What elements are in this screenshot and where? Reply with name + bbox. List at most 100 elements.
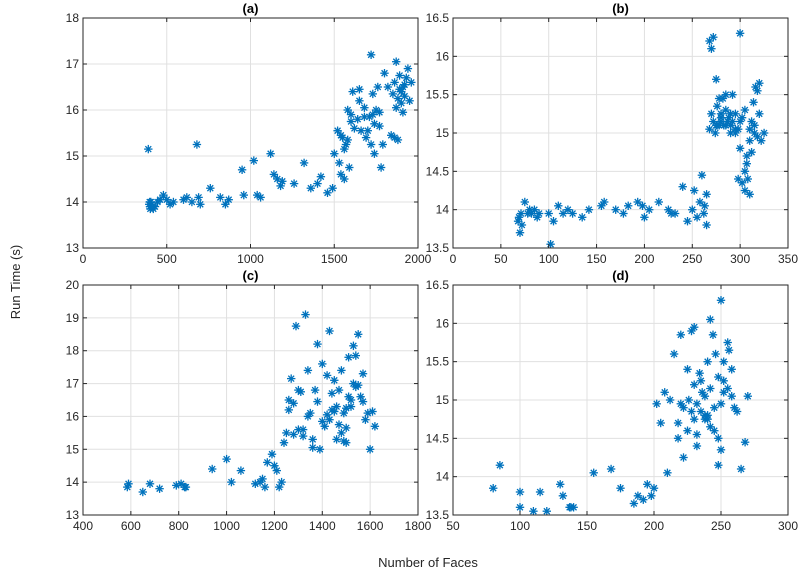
panel-c-data-point bbox=[337, 366, 346, 375]
panel-a-data-point bbox=[403, 64, 413, 73]
panel-d-data-point bbox=[714, 461, 723, 470]
panel-a-data-point bbox=[395, 85, 404, 94]
panel-d-data-point bbox=[706, 315, 715, 324]
panel-c-data-point bbox=[358, 369, 368, 378]
panel-a-data-point bbox=[380, 68, 389, 78]
panel-d-data-point bbox=[716, 399, 726, 408]
panel-c-data-point bbox=[310, 385, 320, 395]
panel-d-y-tick-label: 15.5 bbox=[426, 355, 450, 369]
panel-b-y-tick-label: 14.5 bbox=[426, 164, 450, 178]
panel-b-data-point bbox=[743, 174, 752, 184]
y-axis-label: Run Time (s) bbox=[8, 245, 23, 319]
panel-d-data-point bbox=[695, 369, 704, 378]
panel-a-data-point bbox=[239, 190, 249, 200]
panel-a-data-point bbox=[370, 149, 379, 158]
panel-b-x-tick-label: 50 bbox=[494, 252, 508, 266]
panel-d-data-point bbox=[673, 418, 683, 428]
panel-b-data-point bbox=[745, 124, 754, 134]
panel-c-y-tick-label: 20 bbox=[66, 278, 80, 292]
panel-b-data-point bbox=[624, 201, 633, 211]
panel-a-data-point bbox=[249, 156, 259, 165]
panel-c-data-point bbox=[342, 423, 351, 433]
panel-a-data-point bbox=[144, 144, 153, 154]
panel-b-data-point bbox=[742, 151, 751, 161]
panel-b-x-tick-label: 200 bbox=[634, 252, 654, 266]
panel-d-data-point bbox=[535, 487, 545, 497]
panel-c-data-point bbox=[339, 436, 348, 446]
panel-a-data-point bbox=[366, 140, 376, 149]
panel-d-data-point bbox=[629, 499, 639, 508]
panel-b-data-point bbox=[619, 209, 628, 218]
panel-d-data-point bbox=[647, 491, 656, 500]
panel-d-data-point bbox=[669, 349, 679, 359]
panel-b-data-point bbox=[568, 209, 577, 218]
panel-d-data-point bbox=[743, 392, 752, 401]
panel-b-y-tick-label: 16.5 bbox=[426, 11, 450, 25]
panel-b-x-tick-label: 250 bbox=[682, 252, 702, 266]
panel-b-data-point bbox=[705, 124, 714, 134]
panel-c-data-point bbox=[337, 428, 346, 438]
panel-c-data-point bbox=[207, 464, 217, 474]
panel-b-data-point bbox=[721, 105, 730, 115]
panel-d-data-point bbox=[692, 441, 702, 451]
panel-b-data-point bbox=[558, 209, 568, 218]
panel-c-data-point bbox=[298, 425, 308, 434]
panel-d-data-point bbox=[542, 507, 551, 516]
panel-a-data-point bbox=[335, 158, 344, 168]
panel-c-data-point bbox=[289, 430, 298, 439]
panel-c-data-point bbox=[354, 381, 363, 390]
panel-a-x-tick-label: 0 bbox=[80, 252, 87, 266]
panel-b-y-tick-label: 15.5 bbox=[426, 88, 450, 102]
panel-b-data-point bbox=[554, 201, 563, 211]
panel-b-data-point bbox=[759, 128, 769, 138]
panel-b-data-point bbox=[731, 128, 740, 138]
panel-d-data-point bbox=[558, 491, 568, 500]
panel-b-data-point bbox=[714, 94, 724, 103]
panel-b-data-point bbox=[755, 109, 764, 119]
panel-c-y-tick-label: 15 bbox=[66, 442, 80, 456]
panel-b-data-point bbox=[753, 86, 762, 96]
panel-b-data-point bbox=[702, 220, 711, 230]
panel-b-data-point bbox=[697, 170, 707, 180]
panel-c-data-point bbox=[354, 330, 363, 339]
panel-d-data-point bbox=[690, 415, 699, 424]
panel-d-data-point bbox=[698, 388, 707, 397]
panel-b-data-point bbox=[712, 75, 721, 84]
panel-c-y-tick-label: 17 bbox=[66, 377, 80, 391]
panel-c-data-point bbox=[349, 341, 358, 350]
panel-b-y-tick-label: 13.5 bbox=[426, 241, 450, 255]
panel-a: 0 500 1000 1500 2000 13 14 15 16 17 18 (a) bbox=[66, 1, 432, 266]
panel-d-data-point bbox=[690, 323, 699, 332]
panel-c-data-point bbox=[155, 484, 164, 493]
panel-d-data-point bbox=[515, 487, 525, 497]
panel-a-data-point bbox=[194, 193, 203, 202]
panel-c-data-point bbox=[308, 443, 317, 452]
panel-c-data-point bbox=[332, 435, 341, 444]
panel-d-x-tick-label: 50 bbox=[446, 519, 460, 533]
panel-a-data-point bbox=[343, 135, 352, 145]
panel-b-data-point bbox=[747, 147, 756, 157]
panel-b-y-tick-label: 16 bbox=[436, 49, 450, 63]
panel-a-data-point bbox=[375, 121, 384, 131]
panel-d-data-point bbox=[683, 365, 692, 374]
panel-c-data-point bbox=[279, 438, 289, 447]
panel-c-data-point bbox=[318, 359, 327, 369]
panel-a-y-tick-label: 14 bbox=[66, 195, 80, 209]
panel-a-data-point bbox=[373, 82, 382, 92]
panel-c-data-point bbox=[318, 417, 327, 426]
panel-a-data-point bbox=[313, 179, 322, 188]
panel-c-data-point bbox=[282, 428, 291, 438]
panel-b-data-point bbox=[520, 197, 529, 207]
panel-c-data-point bbox=[322, 371, 332, 380]
panel-b-data-point bbox=[678, 182, 687, 191]
panel-d-data-point bbox=[716, 445, 726, 454]
panel-a-data-point bbox=[390, 78, 399, 87]
panel-b-data-point bbox=[688, 205, 697, 214]
panel-a-x-tick-label: 1000 bbox=[237, 252, 264, 266]
panel-a-data-point bbox=[393, 94, 403, 103]
panel-d-data-point bbox=[529, 507, 538, 516]
panel-b-data-point bbox=[711, 128, 720, 138]
panel-a-data-point bbox=[355, 96, 364, 106]
panel-b-data-point bbox=[713, 101, 722, 111]
panel-d-data-point bbox=[643, 480, 652, 489]
